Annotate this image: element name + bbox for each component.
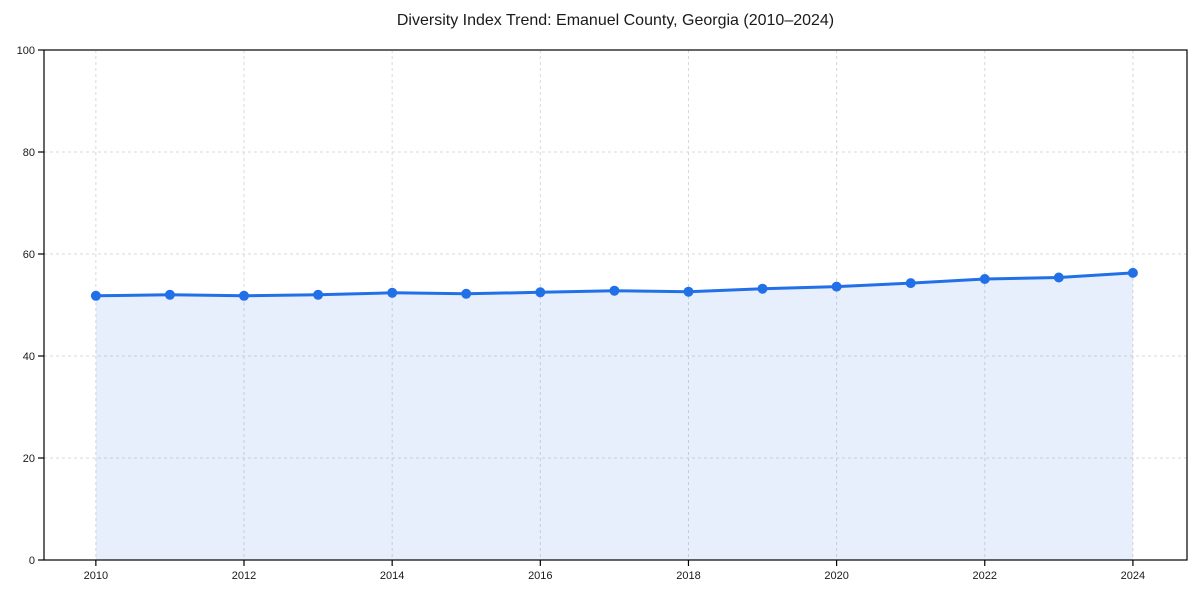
series-area-fill xyxy=(95,272,1133,560)
x-tick-label: 2012 xyxy=(232,570,256,582)
y-tick-label: 80 xyxy=(23,147,35,159)
data-point-marker xyxy=(1127,267,1138,278)
data-point-marker xyxy=(387,287,398,298)
data-point-marker xyxy=(461,288,472,299)
y-tick-label: 100 xyxy=(17,45,35,57)
x-tick-label: 2010 xyxy=(84,570,108,582)
x-tick-label: 2014 xyxy=(380,570,404,582)
data-point-marker xyxy=(757,283,768,294)
x-tick-label: 2022 xyxy=(973,570,997,582)
data-point-marker xyxy=(831,281,842,292)
data-point-marker xyxy=(535,287,546,298)
y-tick-label: 20 xyxy=(23,453,35,465)
data-point-marker xyxy=(609,285,620,296)
y-tick-label: 40 xyxy=(23,351,35,363)
y-tick-label: 60 xyxy=(23,249,35,261)
chart-title: Diversity Index Trend: Emanuel County, G… xyxy=(396,12,835,29)
data-point-marker xyxy=(683,286,694,297)
x-tick-label: 2018 xyxy=(676,570,700,582)
x-tick-label: 2020 xyxy=(824,570,848,582)
data-point-marker xyxy=(1053,272,1064,283)
data-point-marker xyxy=(905,278,916,289)
y-tick-label: 0 xyxy=(29,555,35,567)
x-tick-label: 2024 xyxy=(1121,570,1145,582)
x-tick-label: 2016 xyxy=(528,570,552,582)
data-point-marker xyxy=(164,289,175,300)
plot-border xyxy=(43,49,1188,561)
data-point-marker xyxy=(90,290,101,301)
data-point-marker xyxy=(239,290,249,301)
data-point-marker xyxy=(979,274,990,284)
data-point-marker xyxy=(313,289,324,300)
